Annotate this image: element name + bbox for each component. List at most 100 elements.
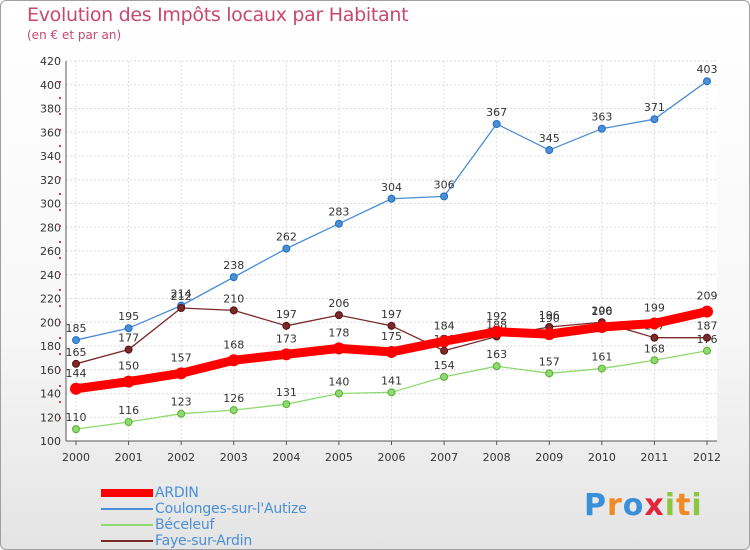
data-point: [282, 400, 291, 409]
y-tick-label: 320: [40, 174, 61, 187]
data-point: [492, 362, 501, 371]
data-label: 157: [539, 355, 560, 368]
data-point: [280, 348, 293, 361]
data-point: [648, 317, 661, 330]
y-tick-label: 240: [40, 269, 61, 282]
y-tick-label: 220: [40, 293, 61, 306]
data-point: [650, 333, 659, 342]
data-point: [334, 219, 343, 228]
data-point: [124, 324, 133, 333]
legend-label: ARDIN: [155, 485, 199, 501]
data-label: 304: [381, 181, 402, 194]
data-label: 154: [434, 359, 455, 372]
data-point: [703, 346, 711, 355]
legend-label: Béceleuf: [155, 517, 215, 533]
data-point: [438, 335, 451, 348]
data-point: [282, 321, 291, 330]
data-point: [597, 364, 606, 373]
data-label: 175: [381, 330, 402, 343]
data-point: [72, 359, 80, 368]
data-label: 195: [118, 310, 139, 323]
data-label: 212: [171, 290, 192, 303]
y-tick-label: 280: [40, 221, 61, 234]
data-label: 214: [171, 288, 192, 301]
data-point: [650, 115, 659, 124]
data-point: [703, 333, 711, 342]
y-tick-label: 380: [40, 103, 61, 116]
data-point: [229, 306, 238, 315]
data-label: 165: [66, 346, 87, 359]
x-tick-label: 2006: [378, 451, 406, 464]
x-tick-label: 2000: [62, 451, 90, 464]
data-label: 262: [276, 231, 297, 244]
legend-swatch: [101, 489, 153, 497]
data-point: [701, 305, 713, 318]
x-tick-label: 2002: [167, 451, 195, 464]
chart-title: Evolution des Impôts locaux par Habitant: [27, 4, 409, 26]
data-label: 126: [223, 392, 244, 405]
data-point: [70, 382, 82, 395]
x-tick-label: 2005: [325, 451, 353, 464]
y-tick-label: 140: [40, 388, 61, 401]
data-point: [124, 345, 133, 354]
data-point: [175, 367, 188, 380]
x-tick-label: 2004: [272, 451, 300, 464]
data-label: 190: [539, 312, 560, 325]
x-tick-label: 2003: [220, 451, 248, 464]
data-point: [282, 244, 291, 253]
data-point: [385, 345, 398, 358]
data-label: 363: [591, 111, 612, 124]
legend-label: Coulonges-sur-l'Autize: [155, 501, 307, 517]
legend: ARDIN Coulonges-sur-l'Autize Béceleuf Faye-…: [101, 485, 307, 549]
data-point: [177, 304, 186, 312]
data-point: [490, 325, 503, 338]
logo-letter: o: [622, 488, 645, 523]
x-tick-label: 2010: [588, 451, 616, 464]
logo-letter: i: [664, 488, 677, 523]
series-b-celeuf: 110116123126131140141154163157161168176: [66, 333, 718, 434]
data-label: 196: [539, 309, 560, 322]
data-point: [229, 406, 238, 415]
logo-letter: t: [676, 488, 692, 523]
y-tick-label: 180: [40, 340, 61, 353]
data-label: 131: [276, 386, 297, 399]
legend-item: Béceleuf: [101, 517, 307, 533]
data-label: 141: [381, 374, 402, 387]
data-label: 306: [434, 178, 455, 191]
data-label: 116: [118, 404, 139, 417]
legend-item: Coulonges-sur-l'Autize: [101, 501, 307, 517]
proxiti-logo: Proxiti: [584, 488, 703, 523]
data-point: [387, 321, 396, 330]
data-label: 192: [486, 310, 507, 323]
data-point: [332, 342, 345, 355]
chart-subtitle: (en € et par an): [27, 28, 122, 42]
x-tick-label: 2007: [430, 451, 458, 464]
data-point: [595, 321, 608, 333]
data-label: 197: [381, 308, 402, 321]
data-label: 163: [486, 348, 507, 361]
data-point: [650, 356, 659, 365]
data-point: [229, 273, 238, 282]
y-tick-label: 100: [40, 435, 61, 448]
data-label: 157: [171, 351, 192, 364]
x-tick-label: 2009: [535, 451, 563, 464]
data-point: [545, 369, 554, 378]
data-label: 140: [328, 376, 349, 389]
data-point: [334, 311, 343, 320]
data-label: 161: [591, 351, 612, 364]
data-point: [440, 192, 449, 201]
data-point: [387, 194, 396, 203]
data-point: [227, 354, 240, 367]
data-label: 110: [66, 411, 87, 424]
data-point: [545, 146, 554, 155]
data-point: [72, 336, 80, 345]
data-point: [177, 409, 186, 418]
data-label: 184: [434, 319, 455, 332]
data-point: [387, 388, 396, 397]
data-label: 367: [486, 106, 507, 119]
logo-letter: i: [691, 488, 703, 523]
data-label: 185: [66, 322, 87, 335]
